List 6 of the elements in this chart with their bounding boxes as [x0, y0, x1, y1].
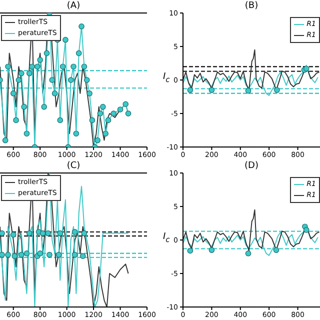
- chart-title: (D): [244, 160, 260, 172]
- y-axis-title: I$_{c}$: [163, 232, 170, 244]
- chart-title: (C): [66, 160, 82, 172]
- chart-title: (A): [66, 0, 82, 12]
- chart-title: (B): [244, 0, 260, 12]
- y-axis-title: I$_{c}$: [163, 72, 170, 84]
